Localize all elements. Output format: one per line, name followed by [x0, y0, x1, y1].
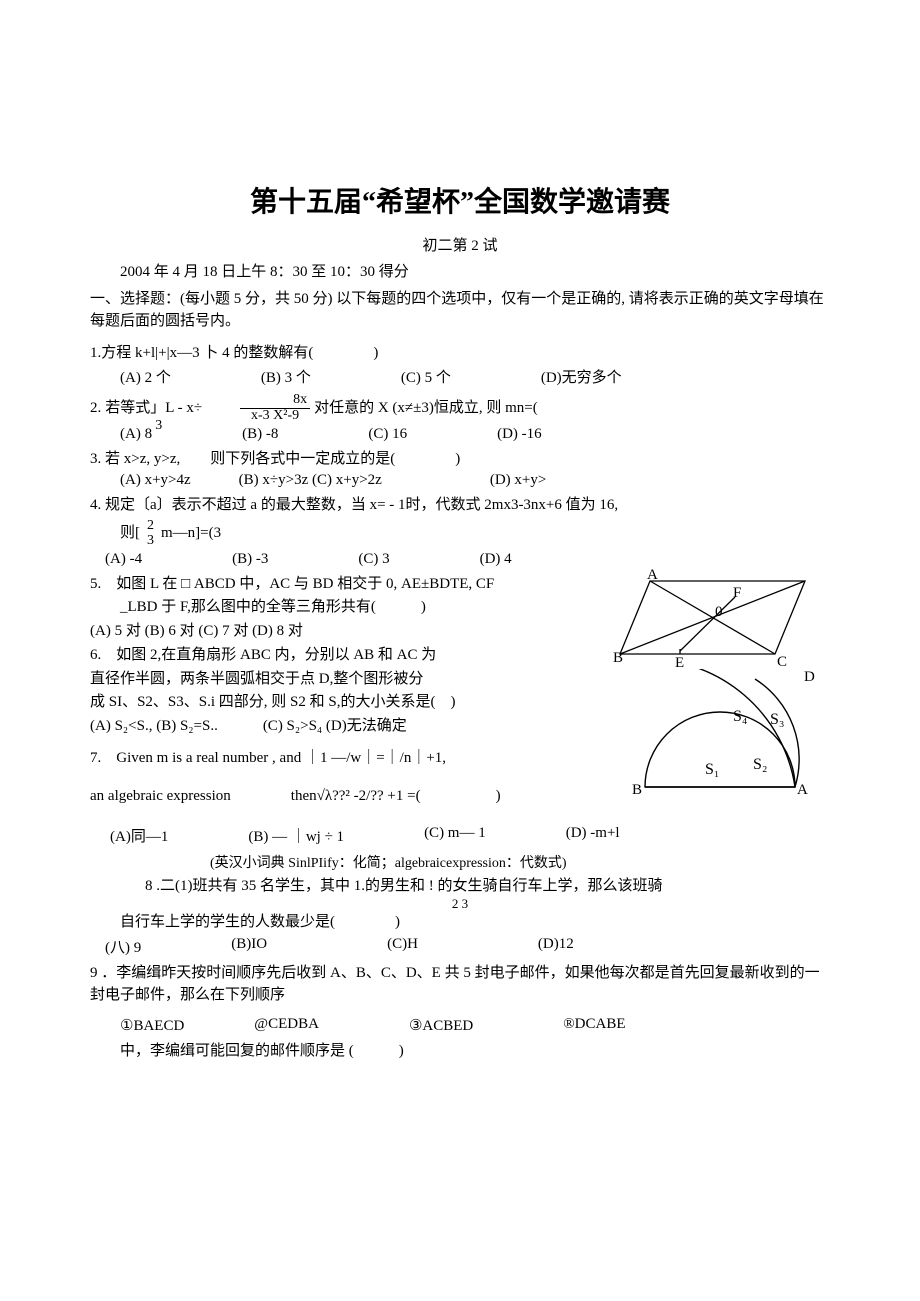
q7-opt-c: (C) m— 1 [424, 825, 486, 846]
fig1-C: C [777, 654, 787, 669]
question-7-options: (A)同—1 (B) — ｜wj ÷ 1 (C) m— 1 (D) -m+l [110, 825, 830, 846]
q2-small-3: 3 [155, 416, 162, 436]
q4-frac-bot: 3 [144, 534, 157, 549]
exam-date-line: 2004 年 4 月 18 日上午 8：30 至 10：30 得分 [120, 261, 830, 284]
question-6-line3: 成 SI、S2、S3、S.i 四部分, 则 S2 和 S,的大小关系是( ) [90, 692, 830, 714]
question-7-line2: an algebraic expression then√λ??² -2/?? … [90, 786, 830, 808]
q8-opt-a: (八) 9 [105, 936, 141, 957]
q8-frac-line: 2 3 [90, 896, 830, 912]
q2-fraction: 8x x-3 X²-9 [240, 393, 310, 423]
q3-lead: 3. 若 x>z, y>z, [90, 449, 180, 471]
q4-l2-pre: 则[ [120, 523, 140, 545]
question-9-line3: 中，李编缉可能回复的邮件顺序是 ( ) [120, 1041, 830, 1063]
question-5-line1: 5. 如图 L 在 □ ABCD 中，AC 与 BD 相交于 0, AE±BDT… [90, 574, 600, 596]
q4-opt-a: (A) -4 [105, 551, 142, 568]
q4-opt-b: (B) -3 [232, 551, 268, 568]
q3-opt-bc: (B) x÷y>3z (C) x+y>2z [239, 472, 382, 489]
question-4-line1: 4. 规定〔a〕表示不超过 a 的最大整数，当 x= - 1时，代数式 2mx3… [90, 495, 830, 517]
question-1: 1.方程 k+l|+|x—3 卜 4 的整数解有( ) [90, 343, 830, 365]
q2-opt-d: (D) -16 [497, 426, 542, 443]
q2-frac-den: x-3 X²-9 [240, 409, 310, 424]
q7-l2a: an algebraic expression [90, 786, 231, 808]
q1-opt-d: (D)无穷多个 [541, 366, 622, 387]
q7-l2b: then√λ??² -2/?? +1 =( ) [291, 786, 501, 808]
q2-pre: 若等式」L - x÷ [105, 400, 202, 416]
question-6-line2: 直径作半圆，两条半圆弧相交于点 D,整个图形被分 [90, 669, 830, 691]
q2-opt-a: (A) 8 [120, 426, 152, 443]
q2-lead: 2. [90, 398, 101, 420]
q4-opt-d: (D) 4 [480, 551, 512, 568]
fig2-S1: S₁ [705, 761, 719, 778]
q4-l2-post: m—n]=(3 [161, 523, 221, 545]
exam-title: 第十五届“希望杯”全国数学邀请赛 [90, 180, 830, 220]
q7-opt-a: (A)同—1 [110, 825, 168, 846]
q8-opt-b: (B)IO [231, 936, 267, 957]
q1-opt-a: (A) 2 个 [120, 366, 171, 387]
q9-c1: ①BAECD [120, 1016, 184, 1035]
question-2: 2. 若等式」L - x÷ 3 8x x-3 X²-9 对任意的 X (x≠±3… [90, 393, 830, 423]
q2-opt-b: (B) -8 [242, 426, 278, 443]
fig1-A: A [647, 569, 658, 583]
q7-opt-b: (B) — ｜wj ÷ 1 [248, 825, 344, 846]
exam-subtitle: 初二第 2 试 [90, 234, 830, 255]
figure-wrap: A B C E F 0 A B D S₁ [90, 574, 830, 808]
question-4-options: (A) -4 (B) -3 (C) 3 (D) 4 [105, 551, 830, 568]
fig1-E: E [675, 655, 684, 669]
question-4-line2: 则[ 2 3 m—n]=(3 [120, 519, 830, 548]
q8-opt-d: (D)12 [538, 936, 574, 957]
q3-post: 则下列各式中一定成立的是( ) [210, 449, 460, 471]
question-8-options: (八) 9 (B)IO (C)H (D)12 [105, 936, 830, 957]
fig2-S2: S₂ [753, 756, 767, 773]
fig1-B: B [613, 650, 623, 666]
q8-opt-c: (C)H [387, 936, 418, 957]
q1-opt-c: (C) 5 个 [401, 366, 451, 387]
question-9-line1: 9 ．李编缉昨天按时间顺序先后收到 A、B、C、D、E 共 5 封电子邮件，如果… [90, 963, 830, 1007]
question-5-options: (A) 5 对 (B) 6 对 (C) 7 对 (D) 8 对 [90, 621, 830, 643]
q3-opt-a: (A) x+y>4z [120, 472, 191, 489]
question-9-choices: ①BAECD @CEDBA ③ACBED ®DCABE [120, 1016, 830, 1035]
q2-opt-c: (C) 16 [368, 426, 407, 443]
question-2-options: (A) 8 (B) -8 (C) 16 (D) -16 [120, 426, 830, 443]
question-6-options: (A) S₂<S., (B) S₂=S.. (C) S₂>S₄ (D)无法确定 [90, 716, 830, 738]
q3-opt-d: (D) x+y> [490, 472, 547, 489]
question-6-line1: 6. 如图 2,在直角扇形 ABC 内，分别以 AB 和 AC 为 [90, 645, 590, 667]
exam-page: 第十五届“希望杯”全国数学邀请赛 初二第 2 试 2004 年 4 月 18 日… [0, 0, 920, 1165]
q9-c2: @CEDBA [254, 1016, 319, 1035]
q4-fraction: 2 3 [144, 519, 157, 548]
question-1-options: (A) 2 个 (B) 3 个 (C) 5 个 (D)无穷多个 [120, 366, 830, 387]
q9-c4: ®DCABE [563, 1016, 625, 1035]
question-3: 3. 若 x>z, y>z, 则下列各式中一定成立的是( ) [90, 449, 830, 471]
q9-c3: ③ACBED [409, 1016, 473, 1035]
question-7-note: (英汉小词典 SinlPIify：化简；algebraicexpression：… [210, 852, 830, 872]
q7-opt-d: (D) -m+l [566, 825, 620, 846]
q1-opt-b: (B) 3 个 [261, 366, 311, 387]
q4-frac-top: 2 [144, 519, 157, 534]
section-1-instructions: 一、选择题：(每小题 5 分，共 50 分) 以下每题的四个选项中，仅有一个是正… [90, 288, 830, 333]
question-3-options: (A) x+y>4z (B) x÷y>3z (C) x+y>2z (D) x+y… [120, 472, 830, 489]
question-5-line2: _LBD 于 F,那么图中的全等三角形共有( ) [120, 597, 830, 619]
question-7-line1: 7. Given m is a real number , and ｜1 —/w… [90, 748, 610, 770]
question-8-line2: 自行车上学的学生的人数最少是( ) [120, 912, 830, 934]
question-8-line1: 8 .二(1)班共有 35 名学生，其中 1.的男生和 ! 的女生骑自行车上学，… [145, 876, 830, 898]
q4-opt-c: (C) 3 [358, 551, 389, 568]
q2-post: 对任意的 X (x≠±3)恒成立, 则 mn=( [314, 398, 538, 420]
q2-frac-num: 8x [240, 393, 310, 409]
